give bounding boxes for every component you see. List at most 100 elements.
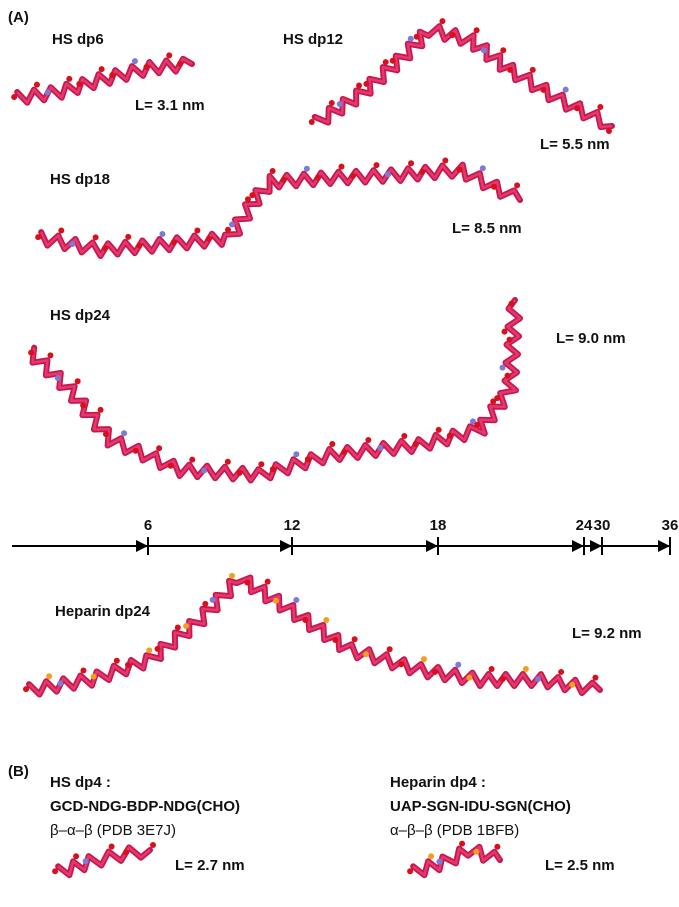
molecule-bond bbox=[38, 161, 523, 259]
tick-label: 36 bbox=[662, 517, 679, 534]
panel-label: (B) bbox=[8, 763, 29, 780]
atom bbox=[420, 656, 427, 663]
atom bbox=[504, 372, 511, 379]
atom bbox=[540, 86, 547, 93]
tick-label: 24 bbox=[576, 517, 593, 534]
atom bbox=[113, 657, 120, 664]
atom bbox=[323, 617, 330, 624]
atom bbox=[363, 651, 370, 658]
linkage: β–α–β (PDB 3E7J) bbox=[50, 822, 176, 839]
atom bbox=[224, 458, 231, 465]
atom bbox=[442, 157, 449, 164]
atom bbox=[499, 364, 506, 371]
atom bbox=[46, 673, 53, 680]
atom bbox=[228, 572, 235, 579]
atom bbox=[308, 118, 315, 125]
atom bbox=[349, 172, 356, 179]
molecule-bond bbox=[28, 576, 601, 696]
atom bbox=[293, 451, 300, 458]
atom bbox=[469, 418, 476, 425]
molecule-bond bbox=[40, 163, 522, 258]
arrowhead bbox=[136, 540, 148, 552]
arrowhead bbox=[426, 540, 438, 552]
atom bbox=[57, 680, 64, 687]
arrowhead bbox=[590, 540, 602, 552]
tick-label: 18 bbox=[430, 517, 447, 534]
atom bbox=[98, 66, 105, 73]
molecule-name: HS dp6 bbox=[52, 31, 104, 48]
atom bbox=[377, 445, 384, 452]
atom bbox=[606, 128, 612, 134]
atom bbox=[80, 402, 87, 409]
atom bbox=[108, 843, 115, 850]
atom bbox=[407, 35, 414, 42]
atom bbox=[522, 666, 529, 672]
atom bbox=[66, 75, 73, 82]
atom bbox=[514, 182, 521, 189]
atom bbox=[456, 166, 463, 173]
atom bbox=[428, 853, 435, 860]
atom bbox=[205, 235, 212, 242]
atom bbox=[473, 848, 480, 855]
atom bbox=[123, 849, 130, 856]
atom bbox=[373, 162, 380, 169]
atom bbox=[194, 227, 201, 234]
atom bbox=[597, 103, 604, 110]
atom bbox=[269, 466, 276, 473]
atom bbox=[459, 840, 466, 847]
linkage: α–β–β (PDB 1BFB) bbox=[390, 822, 519, 839]
atom bbox=[592, 674, 599, 681]
panel-label: (A) bbox=[8, 9, 29, 26]
atom bbox=[562, 86, 569, 93]
atom bbox=[131, 58, 138, 65]
molecule-length: L= 8.5 nm bbox=[452, 220, 522, 237]
atom bbox=[329, 441, 336, 448]
atom bbox=[389, 57, 396, 64]
atom bbox=[132, 447, 139, 454]
atom bbox=[121, 430, 128, 437]
molecule-name: Heparin dp24 bbox=[55, 603, 151, 620]
atom bbox=[177, 60, 184, 67]
atom bbox=[401, 433, 408, 440]
atom bbox=[156, 445, 163, 452]
atom bbox=[499, 676, 506, 682]
atom bbox=[446, 432, 453, 439]
atom bbox=[167, 462, 174, 469]
atom bbox=[33, 81, 40, 88]
atom bbox=[382, 59, 389, 66]
atom bbox=[494, 395, 501, 402]
atom bbox=[384, 171, 391, 178]
molecule-name: HS dp18 bbox=[50, 171, 110, 188]
molecule-bond bbox=[57, 846, 151, 877]
atom bbox=[244, 196, 251, 203]
atom bbox=[479, 165, 486, 172]
atom bbox=[351, 636, 358, 643]
atom bbox=[356, 82, 363, 89]
arrowhead bbox=[280, 540, 292, 552]
molecule-length: L= 9.2 nm bbox=[572, 625, 642, 642]
atom bbox=[363, 80, 370, 87]
atom bbox=[58, 227, 65, 234]
atom bbox=[228, 221, 235, 228]
atom bbox=[435, 426, 442, 433]
atom bbox=[315, 174, 322, 181]
atom bbox=[398, 661, 405, 668]
atom bbox=[269, 168, 276, 175]
atom bbox=[102, 245, 109, 252]
atom bbox=[293, 597, 300, 604]
atom bbox=[529, 66, 536, 73]
molecule-name: HS dp4 : bbox=[50, 774, 111, 791]
atom bbox=[574, 105, 581, 112]
tick-label: 12 bbox=[284, 517, 301, 534]
molecule-bond bbox=[314, 24, 613, 129]
atom bbox=[302, 617, 309, 624]
atom bbox=[47, 352, 54, 359]
atom bbox=[28, 349, 35, 356]
atom bbox=[44, 89, 51, 96]
atom bbox=[54, 374, 61, 381]
atom bbox=[166, 52, 173, 59]
atom bbox=[80, 667, 87, 674]
atom bbox=[569, 681, 576, 688]
atom bbox=[490, 398, 497, 405]
atom bbox=[183, 623, 190, 630]
